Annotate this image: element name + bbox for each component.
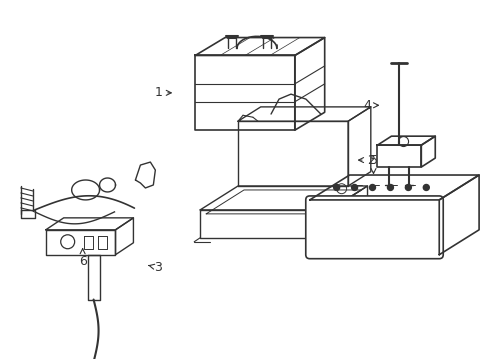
Polygon shape [294,37,324,130]
FancyBboxPatch shape [305,196,442,259]
Polygon shape [438,175,478,255]
Circle shape [405,184,410,190]
Text: 3: 3 [148,261,162,274]
Text: 2: 2 [358,154,375,167]
Text: 6: 6 [79,249,86,268]
Circle shape [386,184,393,190]
Text: 4: 4 [363,99,378,112]
Text: 5: 5 [369,154,377,174]
Circle shape [351,184,357,190]
Polygon shape [195,37,324,55]
Circle shape [423,184,428,190]
Polygon shape [195,55,294,130]
Circle shape [369,184,375,190]
Polygon shape [309,200,438,255]
Polygon shape [309,175,478,200]
Circle shape [333,184,339,190]
Text: 1: 1 [154,86,171,99]
